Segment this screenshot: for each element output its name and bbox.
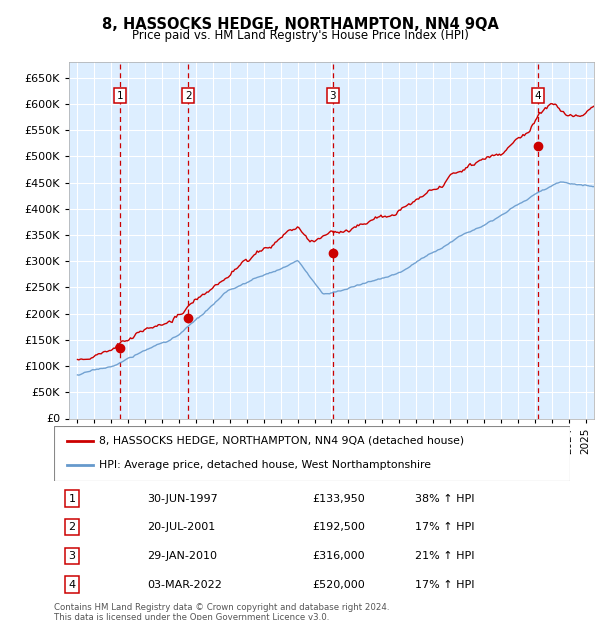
Text: Contains HM Land Registry data © Crown copyright and database right 2024.
This d: Contains HM Land Registry data © Crown c… bbox=[54, 603, 389, 620]
Text: 3: 3 bbox=[68, 551, 76, 561]
Text: 17% ↑ HPI: 17% ↑ HPI bbox=[415, 522, 475, 532]
Text: 17% ↑ HPI: 17% ↑ HPI bbox=[415, 580, 475, 590]
Text: £316,000: £316,000 bbox=[312, 551, 365, 561]
Text: 2: 2 bbox=[185, 91, 192, 101]
Text: 03-MAR-2022: 03-MAR-2022 bbox=[147, 580, 222, 590]
Text: 4: 4 bbox=[534, 91, 541, 101]
Text: Price paid vs. HM Land Registry's House Price Index (HPI): Price paid vs. HM Land Registry's House … bbox=[131, 29, 469, 42]
Text: 1: 1 bbox=[68, 494, 76, 503]
Text: £520,000: £520,000 bbox=[312, 580, 365, 590]
Text: 29-JAN-2010: 29-JAN-2010 bbox=[147, 551, 217, 561]
Text: 30-JUN-1997: 30-JUN-1997 bbox=[147, 494, 218, 503]
Text: 20-JUL-2001: 20-JUL-2001 bbox=[147, 522, 215, 532]
Text: 1: 1 bbox=[116, 91, 123, 101]
Text: 4: 4 bbox=[68, 580, 76, 590]
Text: 8, HASSOCKS HEDGE, NORTHAMPTON, NN4 9QA (detached house): 8, HASSOCKS HEDGE, NORTHAMPTON, NN4 9QA … bbox=[100, 436, 464, 446]
Text: 38% ↑ HPI: 38% ↑ HPI bbox=[415, 494, 475, 503]
Text: HPI: Average price, detached house, West Northamptonshire: HPI: Average price, detached house, West… bbox=[100, 459, 431, 470]
FancyBboxPatch shape bbox=[54, 426, 570, 481]
Text: £133,950: £133,950 bbox=[312, 494, 365, 503]
Text: 2: 2 bbox=[68, 522, 76, 532]
Text: 8, HASSOCKS HEDGE, NORTHAMPTON, NN4 9QA: 8, HASSOCKS HEDGE, NORTHAMPTON, NN4 9QA bbox=[101, 17, 499, 32]
Text: £192,500: £192,500 bbox=[312, 522, 365, 532]
Text: 3: 3 bbox=[329, 91, 336, 101]
Text: 21% ↑ HPI: 21% ↑ HPI bbox=[415, 551, 475, 561]
